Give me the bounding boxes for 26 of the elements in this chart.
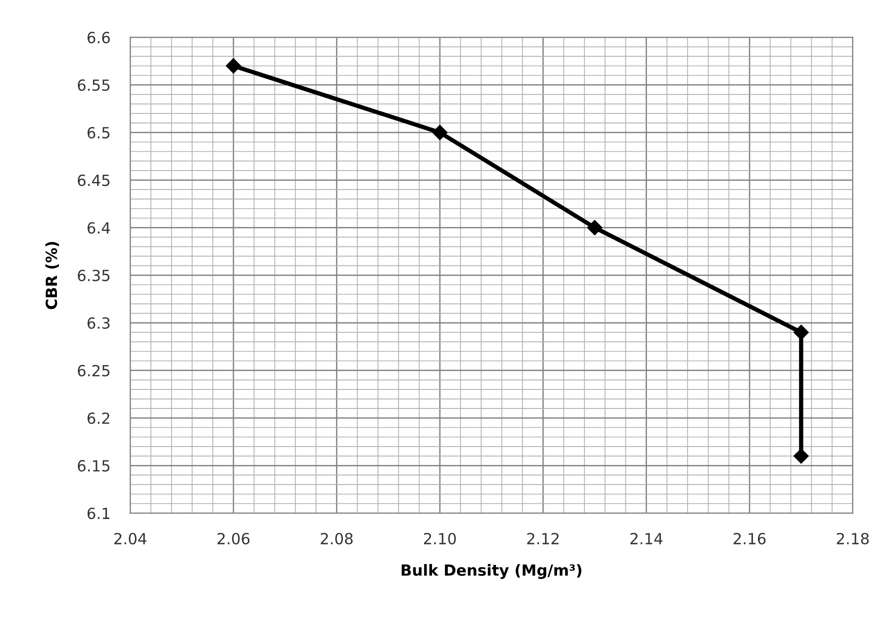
x-tick-label: 2.16 <box>734 532 766 544</box>
y-tick-label: 6.35 <box>78 270 110 282</box>
y-tick-label: 6.4 <box>88 222 110 234</box>
y-tick-label: 6.55 <box>78 79 110 91</box>
x-tick-label: 2.18 <box>836 532 869 544</box>
point <box>226 58 242 74</box>
y-tick-label: 6.6 <box>88 32 110 44</box>
x-tick-label: 2.06 <box>218 532 250 544</box>
y-tick-label: 6.45 <box>78 174 110 186</box>
y-tick-label: 6.5 <box>88 126 110 139</box>
point <box>794 324 809 340</box>
y-tick-label: 6.3 <box>88 317 110 329</box>
point <box>587 220 602 236</box>
x-tick-label: 2.10 <box>424 532 456 544</box>
x-tick-label: 2.12 <box>527 532 559 544</box>
point <box>432 124 448 140</box>
y-tick-label: 6.1 <box>88 508 110 520</box>
point <box>794 448 809 464</box>
y-tick-label: 6.2 <box>88 412 110 424</box>
x-axis-title: Bulk Density (Mg/m³) <box>402 564 582 579</box>
y-tick-label: 6.15 <box>78 460 110 472</box>
y-tick-label: 6.25 <box>78 364 110 376</box>
x-tick-label: 2.14 <box>630 532 662 544</box>
x-tick-label: 2.04 <box>114 532 146 544</box>
y-axis-title: CBR (%) <box>45 242 59 310</box>
x-tick-label: 2.08 <box>320 532 353 544</box>
